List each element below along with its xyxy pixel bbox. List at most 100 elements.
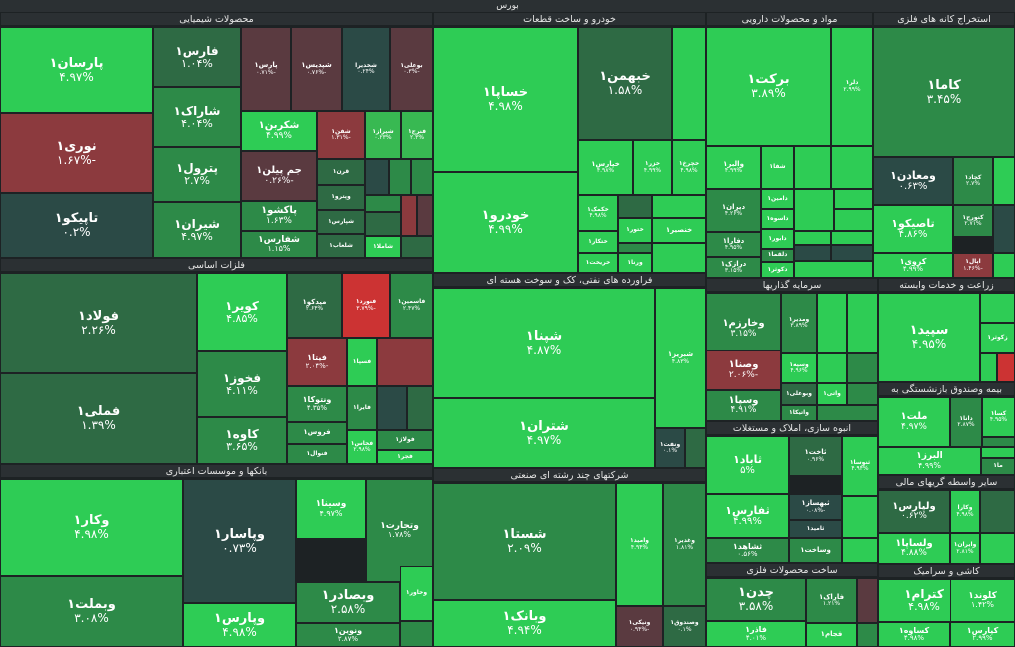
stock-tile[interactable] bbox=[857, 578, 878, 623]
stock-tile[interactable]: شبریز۱ ۴.۸۳% bbox=[655, 288, 706, 428]
stock-tile[interactable] bbox=[847, 293, 878, 353]
stock-tile[interactable]: ملت۱ ۴.۹۷% bbox=[878, 397, 950, 447]
stock-tile[interactable]: کاما۱ ۳.۴۵% bbox=[873, 27, 1015, 157]
stock-tile[interactable]: البرز۱ ۴.۹۹% bbox=[878, 447, 981, 475]
stock-tile[interactable]: فخاس۱ ۲.۹۸% bbox=[347, 430, 377, 464]
stock-tile[interactable]: شفن۱ -۱.۳۱% bbox=[317, 111, 365, 159]
stock-tile[interactable]: بوعلی۱ -۰.۳% bbox=[390, 27, 433, 111]
stock-tile[interactable]: فنرج۱ ۲.۳% bbox=[401, 111, 433, 159]
stock-tile[interactable]: شاراک۱ ۴.۰۴% bbox=[153, 87, 241, 147]
stock-tile[interactable] bbox=[980, 353, 997, 382]
stock-tile[interactable]: ولساپا۱ ۴.۸۸% bbox=[878, 533, 950, 564]
stock-tile[interactable]: وسپه۱ ۴.۹۶% bbox=[781, 353, 817, 383]
stock-tile[interactable]: شتران۱ ۴.۹۷% bbox=[433, 398, 655, 468]
stock-tile[interactable]: دیران۱ ۴.۲۶% bbox=[706, 189, 761, 232]
stock-tile[interactable]: وبصادر۱ ۲.۵۸% bbox=[296, 582, 400, 623]
stock-tile[interactable]: فیتا۱ -۲.۰۴% bbox=[287, 338, 347, 386]
stock-tile[interactable]: وپاسار۱ ۰.۷۳% bbox=[183, 479, 296, 603]
stock-tile[interactable]: خچرخ۱ ۴.۹۸% bbox=[672, 140, 706, 195]
stock-tile[interactable] bbox=[997, 353, 1015, 382]
stock-tile[interactable]: شیراز۱ ۰.۲۳% bbox=[365, 111, 401, 159]
stock-tile[interactable]: خنصیر۱ bbox=[652, 218, 706, 243]
stock-tile[interactable]: فخوز۱ ۴.۱۱% bbox=[197, 351, 287, 417]
stock-tile[interactable] bbox=[618, 195, 652, 218]
stock-tile[interactable]: کاوه۱ ۳.۶۵% bbox=[197, 417, 287, 464]
stock-tile[interactable]: کنورج۱ ۲.۷۱% bbox=[953, 205, 993, 237]
stock-tile[interactable]: خزر۱ ۴.۹۹% bbox=[633, 140, 672, 195]
stock-tile[interactable]: دانا۱ ۲.۸۷% bbox=[950, 397, 982, 447]
stock-tile[interactable]: فولاژ۱ bbox=[377, 430, 433, 450]
stock-tile[interactable]: والبر۱ ۴.۹۹% bbox=[706, 146, 761, 189]
stock-tile[interactable] bbox=[831, 146, 873, 189]
stock-tile[interactable]: ثاباد۱ ۵% bbox=[706, 436, 789, 494]
stock-tile[interactable]: نوری۱ -۱.۶۷% bbox=[0, 113, 153, 193]
stock-tile[interactable] bbox=[365, 212, 401, 236]
stock-tile[interactable]: وصندوق۱ ۰.۱% bbox=[663, 606, 706, 647]
stock-tile[interactable] bbox=[794, 245, 831, 261]
stock-tile[interactable]: فاراک۱ ۱.۲۱% bbox=[806, 578, 857, 623]
stock-tile[interactable]: خکمک۱ ۴.۹۸% bbox=[578, 195, 618, 231]
stock-tile[interactable] bbox=[652, 195, 706, 218]
stock-tile[interactable]: شکربن۱ ۴.۹۹% bbox=[241, 111, 317, 151]
stock-tile[interactable]: پارس۱ -۰.۷۱% bbox=[241, 27, 291, 111]
stock-tile[interactable]: وامید۱ ۴.۹۴% bbox=[616, 483, 663, 606]
stock-tile[interactable] bbox=[685, 428, 706, 468]
stock-tile[interactable] bbox=[817, 353, 847, 383]
stock-tile[interactable]: خساپا۱ ۴.۹۸% bbox=[433, 27, 578, 172]
stock-tile[interactable]: ختور۱ bbox=[618, 218, 652, 243]
stock-tile[interactable] bbox=[377, 338, 433, 386]
stock-tile[interactable]: فارس۱ ۱.۰۴% bbox=[153, 27, 241, 87]
stock-tile[interactable]: پترول۱ ۲.۷% bbox=[153, 147, 241, 202]
stock-tile[interactable]: جم پیلن۱ -۰.۲۶% bbox=[241, 151, 317, 201]
stock-tile[interactable]: برکت۱ ۳.۸۹% bbox=[706, 27, 831, 146]
stock-tile[interactable]: کلوند۱ ۱.۴۲% bbox=[950, 579, 1015, 622]
stock-tile[interactable]: شفا۱ bbox=[761, 146, 794, 189]
stock-tile[interactable] bbox=[847, 383, 878, 405]
stock-tile[interactable]: دلقما۱ bbox=[761, 249, 794, 262]
stock-tile[interactable]: فروس۱ bbox=[287, 422, 347, 444]
stock-tile[interactable]: شاملا۱ bbox=[365, 236, 401, 258]
stock-tile[interactable]: فاسمین۱ ۲.۴۷% bbox=[390, 273, 433, 338]
stock-tile[interactable] bbox=[618, 243, 652, 253]
stock-tile[interactable] bbox=[365, 159, 389, 195]
stock-tile[interactable] bbox=[794, 261, 873, 278]
stock-tile[interactable] bbox=[365, 195, 401, 212]
stock-tile[interactable] bbox=[377, 386, 407, 430]
stock-tile[interactable]: وپترو۱ bbox=[317, 185, 365, 210]
stock-tile[interactable]: ثاخت۱ ۰.۹۶% bbox=[789, 436, 842, 476]
stock-tile[interactable]: خبهمن۱ ۱.۵۸% bbox=[578, 27, 672, 140]
stock-tile[interactable]: فاذر۱ ۴.۰۱% bbox=[706, 621, 806, 647]
stock-tile[interactable]: شستا۱ ۲.۰۹% bbox=[433, 483, 616, 600]
stock-tile[interactable] bbox=[817, 293, 847, 353]
stock-tile[interactable]: فنورد۱ -۳.۷۹% bbox=[342, 273, 390, 338]
stock-tile[interactable] bbox=[834, 189, 873, 209]
stock-tile[interactable] bbox=[993, 205, 1015, 253]
stock-tile[interactable]: کپارس۱ ۲.۹۹% bbox=[950, 622, 1015, 647]
stock-tile[interactable]: کروی۱ ۴.۹۹% bbox=[873, 253, 953, 278]
stock-tile[interactable] bbox=[411, 159, 433, 195]
stock-tile[interactable]: ونوین۱ ۲.۸۷% bbox=[296, 623, 400, 647]
stock-tile[interactable]: فسپا۱ bbox=[347, 338, 377, 386]
stock-tile[interactable]: فجام۱ bbox=[806, 623, 857, 647]
stock-tile[interactable]: تاپیکو۱ ۰.۲% bbox=[0, 193, 153, 258]
stock-tile[interactable]: دامین۱ bbox=[761, 189, 794, 209]
stock-tile[interactable]: اپال۱ -۱.۴۶% bbox=[953, 253, 993, 278]
stock-tile[interactable] bbox=[980, 533, 1015, 564]
stock-tile[interactable] bbox=[794, 189, 834, 231]
stock-tile[interactable]: واتی۱ bbox=[817, 383, 847, 405]
stock-tile[interactable]: وبملت۱ ۳.۰۸% bbox=[0, 576, 183, 647]
stock-tile[interactable] bbox=[794, 231, 831, 245]
stock-tile[interactable]: وغدیر۱ ۱.۸۱% bbox=[663, 483, 706, 606]
stock-tile[interactable]: میدکو۱ ۲.۶۴% bbox=[287, 273, 342, 338]
stock-tile[interactable] bbox=[389, 159, 411, 195]
stock-tile[interactable]: ختکار۱ bbox=[578, 231, 618, 253]
stock-tile[interactable]: کساوه۱ ۴.۹۸% bbox=[878, 622, 950, 647]
stock-tile[interactable]: ورنا۱ bbox=[618, 253, 652, 273]
stock-tile[interactable] bbox=[831, 231, 873, 245]
stock-tile[interactable]: وپارس۱ ۴.۹۸% bbox=[183, 603, 296, 647]
stock-tile[interactable]: ثامید۱ bbox=[789, 520, 842, 538]
stock-tile[interactable] bbox=[400, 621, 433, 647]
stock-tile[interactable]: وصنا۱ -۲.۰۶% bbox=[706, 350, 781, 390]
stock-tile[interactable]: ونفت۱ ۰.۱% bbox=[655, 428, 685, 468]
stock-tile[interactable]: سپید۱ ۴.۹۵% bbox=[878, 293, 980, 382]
